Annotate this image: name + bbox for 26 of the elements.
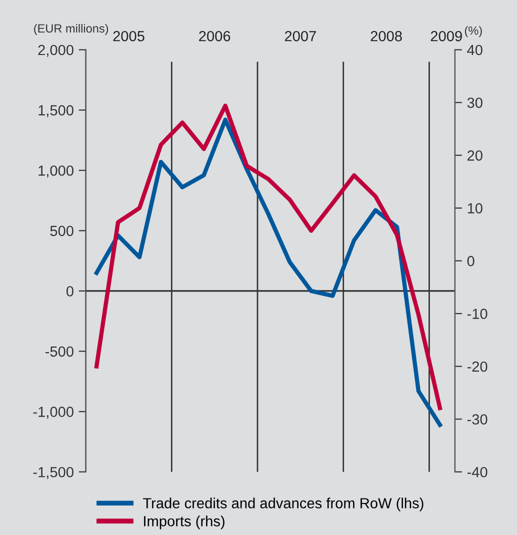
x-tick-label: 2006 xyxy=(199,30,230,42)
y-tick-label: -1,000 xyxy=(33,406,74,419)
x-tick-label: 2008 xyxy=(370,30,402,42)
y2-tick-label: 20 xyxy=(468,150,482,161)
y2-tick-label: 0 xyxy=(467,256,474,266)
y-tick-label: 1,000 xyxy=(38,165,74,178)
y-tick-label: 2,000 xyxy=(38,44,74,57)
y-tick-label: 500 xyxy=(50,226,74,236)
y-tick-label: 1,500 xyxy=(38,105,74,118)
y-tick-label: -1,500 xyxy=(33,466,74,480)
x-tick-label: 2005 xyxy=(113,30,144,42)
y2-tick-label: 40 xyxy=(467,44,482,56)
x-tick-label: 2009 xyxy=(430,30,462,42)
y-tick-label: -500 xyxy=(45,346,74,357)
y2-tick-label: -20 xyxy=(467,361,488,372)
legend-label: Imports (rhs) xyxy=(144,516,224,530)
y2-tick-label: -40 xyxy=(467,466,488,478)
y-tick-label: 0 xyxy=(66,286,74,296)
legend-label: Trade credits and advances from RoW (lhs) xyxy=(143,498,424,512)
x-tick-label: 2007 xyxy=(284,30,316,42)
y2-tick-label: 30 xyxy=(467,98,482,108)
y2-tick-label: 10 xyxy=(468,203,482,214)
y-axis-title: (EUR millions) xyxy=(34,24,108,35)
y2-tick-label: -30 xyxy=(467,414,488,425)
y2-axis-title: (%) xyxy=(464,26,482,38)
y2-tick-label: -10 xyxy=(467,308,488,320)
